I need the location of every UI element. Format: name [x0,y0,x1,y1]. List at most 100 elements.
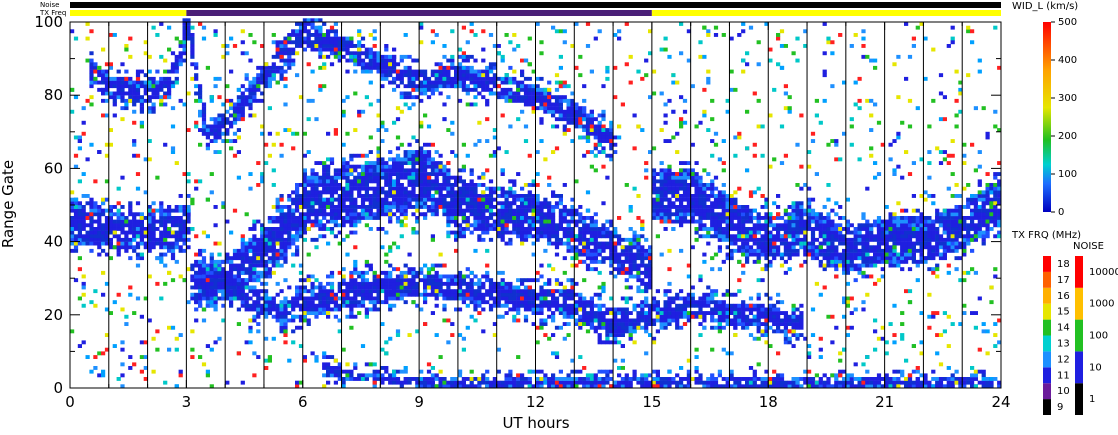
echo-cell [465,65,470,70]
echo-cell [454,201,459,206]
echo-cell [585,380,591,385]
echo-cell [566,289,571,294]
echo-cell [256,329,261,334]
echo-cell [248,241,253,246]
echo-cell [516,84,521,89]
echo-cell [535,296,540,301]
echo-cell [314,194,319,198]
echo-cell [252,84,257,89]
echo-cell [267,80,272,85]
echo-cell [163,245,168,250]
echo-cell [240,380,245,385]
echo-cell [314,18,319,23]
echo-cell [302,355,307,359]
echo-cell [221,281,226,286]
echo-cell [508,216,513,220]
echo-cell [597,234,602,239]
echo-cell [182,36,187,41]
echo-cell [593,248,598,253]
echo-cell [450,120,455,125]
echo-cell [442,212,447,217]
echo-cell [450,292,455,297]
echo-cell [201,362,207,367]
echo-cell [392,289,397,294]
echo-cell [589,131,594,136]
echo-cell [73,278,79,283]
echo-cell [593,329,598,334]
echo-cell [267,296,272,301]
echo-cell [244,259,249,264]
echo-cell [562,183,567,187]
echo-cell [264,161,269,165]
echo-cell [89,227,94,231]
echo-cell [578,227,583,231]
echo-cell [322,33,327,37]
echo-cell [504,95,509,100]
echo-cell [589,219,594,224]
echo-cell [213,124,218,129]
echo-cell [341,219,346,224]
echo-cell [457,179,463,184]
echo-cell [504,303,509,308]
echo-cell [368,307,373,312]
echo-cell [244,267,249,272]
echo-cell [368,201,373,206]
echo-cell [291,216,296,220]
echo-cell [388,183,393,187]
echo-cell [523,307,529,312]
echo-cell [411,80,416,85]
echo-cell [108,256,113,261]
echo-cell [186,179,191,184]
echo-cell [372,274,377,279]
echo-cell [135,153,141,158]
echo-cell [601,256,606,261]
echo-cell [617,307,622,312]
echo-cell [520,216,525,220]
echo-cell [287,234,292,239]
echo-cell [368,227,373,231]
echo-cell [318,18,323,23]
echo-cell [601,303,606,308]
echo-cell [283,223,288,228]
echo-cell [329,296,335,301]
echo-cell [554,241,560,246]
echo-cell [178,205,183,209]
echo-cell [295,227,300,231]
echo-cell [264,300,269,305]
echo-cell [520,73,525,78]
echo-cell [551,373,556,378]
echo-cell [341,186,346,191]
echo-cell [554,95,560,100]
echo-cell [229,120,234,125]
echo-cell [523,380,529,385]
echo-cell [116,292,121,297]
echo-cell [248,102,253,107]
echo-cell [302,22,307,26]
echo-cell [225,256,230,261]
echo-cell [310,289,315,294]
echo-cell [419,69,424,74]
echo-cell [465,183,470,187]
echo-cell [341,205,346,209]
echo-cell [407,190,412,195]
echo-cell [213,29,218,34]
echo-cell [322,36,327,41]
echo-cell [473,197,478,202]
echo-cell [302,168,307,173]
echo-cell [298,205,304,209]
echo-cell [283,252,288,257]
echo-cell [446,179,451,184]
echo-cell [345,219,350,224]
echo-cell [454,76,459,81]
echo-cell [322,384,327,389]
echo-cell [527,36,532,41]
echo-cell [551,190,556,195]
echo-cell [539,201,544,206]
echo-cell [558,216,563,220]
echo-cell [225,128,230,132]
echo-cell [415,289,420,294]
echo-cell [539,292,544,297]
echo-cell [205,131,210,136]
echo-cell [147,223,152,228]
echo-cell [454,194,459,198]
